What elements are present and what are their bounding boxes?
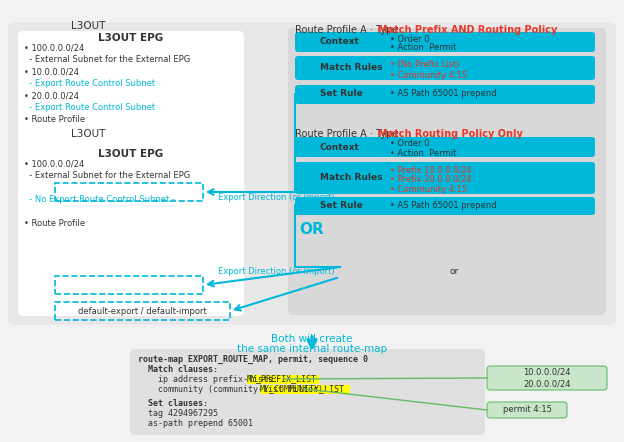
Text: • Prefix 20.0.0.0/24: • Prefix 20.0.0.0/24 xyxy=(390,175,472,183)
Text: permit 4:15: permit 4:15 xyxy=(502,405,552,415)
Text: • AS Path 65001 prepend: • AS Path 65001 prepend xyxy=(390,89,497,99)
Text: • Prefix 10.0.0.0/24: • Prefix 10.0.0.0/24 xyxy=(390,165,472,175)
Text: • Action  Permit: • Action Permit xyxy=(390,43,456,53)
Text: as-path prepend 65001: as-path prepend 65001 xyxy=(138,419,253,428)
FancyBboxPatch shape xyxy=(487,402,567,418)
Text: L3OUT: L3OUT xyxy=(71,21,105,31)
Text: Match Rules: Match Rules xyxy=(320,174,383,183)
Bar xyxy=(55,183,203,201)
Text: L3OUT: L3OUT xyxy=(71,129,105,139)
Text: ip address prefix-lists:: ip address prefix-lists: xyxy=(138,374,283,384)
Bar xyxy=(55,276,203,294)
Text: • 100.0.0.0/24: • 100.0.0.0/24 xyxy=(24,160,84,168)
Text: tag 4294967295: tag 4294967295 xyxy=(138,409,218,419)
Text: • Route Profile: • Route Profile xyxy=(24,220,85,229)
Text: - Export Route Control Subnet: - Export Route Control Subnet xyxy=(24,103,155,113)
Text: • Community 4:15: • Community 4:15 xyxy=(390,71,467,80)
Bar xyxy=(260,385,350,393)
Text: Both will create: Both will create xyxy=(271,334,353,344)
Text: community (community-list filter):: community (community-list filter): xyxy=(138,385,333,393)
Text: • Action  Permit: • Action Permit xyxy=(390,149,456,159)
FancyBboxPatch shape xyxy=(295,56,595,80)
Text: • (No Prefix List): • (No Prefix List) xyxy=(390,61,459,69)
Text: Route Profile A · Type: Route Profile A · Type xyxy=(295,25,401,35)
Text: L3OUT EPG: L3OUT EPG xyxy=(99,33,163,43)
Text: Export Direction (or Import): Export Direction (or Import) xyxy=(218,267,334,277)
Text: Context: Context xyxy=(320,38,360,46)
Text: • 10.0.0.0/24: • 10.0.0.0/24 xyxy=(24,68,79,76)
Text: • 20.0.0.0/24: • 20.0.0.0/24 xyxy=(24,91,79,100)
Text: Route Profile A · Type: Route Profile A · Type xyxy=(295,129,401,139)
FancyBboxPatch shape xyxy=(295,85,595,104)
FancyBboxPatch shape xyxy=(295,137,595,157)
FancyBboxPatch shape xyxy=(18,148,244,316)
Text: - External Subnet for the External EPG: - External Subnet for the External EPG xyxy=(24,56,190,65)
Text: • Order 0: • Order 0 xyxy=(390,34,429,43)
Text: route-map EXPORT_ROUTE_MAP, permit, sequence 0: route-map EXPORT_ROUTE_MAP, permit, sequ… xyxy=(138,354,368,364)
FancyBboxPatch shape xyxy=(288,28,606,200)
Text: - No Export Route Control Subnet -: - No Export Route Control Subnet - xyxy=(24,195,175,205)
FancyBboxPatch shape xyxy=(288,130,606,315)
FancyBboxPatch shape xyxy=(487,366,607,390)
Text: 10.0.0.0/24
20.0.0.0/24: 10.0.0.0/24 20.0.0.0/24 xyxy=(524,367,571,389)
Text: default-export / default-import: default-export / default-import xyxy=(77,306,207,316)
Text: Context: Context xyxy=(320,142,360,152)
FancyBboxPatch shape xyxy=(295,197,595,215)
Text: OR: OR xyxy=(300,221,324,236)
Text: Set clauses:: Set clauses: xyxy=(138,400,208,408)
FancyBboxPatch shape xyxy=(295,162,595,194)
FancyBboxPatch shape xyxy=(18,31,244,206)
Text: Match Prefix AND Routing Policy: Match Prefix AND Routing Policy xyxy=(378,25,557,35)
Text: the same internal route-map: the same internal route-map xyxy=(237,344,387,354)
Text: L3OUT EPG: L3OUT EPG xyxy=(99,149,163,159)
Text: • Order 0: • Order 0 xyxy=(390,140,429,149)
Bar xyxy=(247,374,319,384)
Text: MY_PREFIX_LIST: MY_PREFIX_LIST xyxy=(247,374,317,384)
FancyBboxPatch shape xyxy=(295,32,595,52)
Text: Export Direction (or Import): Export Direction (or Import) xyxy=(218,194,334,202)
Text: - Export Route Control Subnet: - Export Route Control Subnet xyxy=(24,80,155,88)
Bar xyxy=(55,302,230,320)
Text: Match clauses:: Match clauses: xyxy=(138,365,218,373)
FancyBboxPatch shape xyxy=(8,128,616,325)
Text: • Route Profile: • Route Profile xyxy=(24,115,85,125)
Text: Set Rule: Set Rule xyxy=(320,202,363,210)
Text: Set Rule: Set Rule xyxy=(320,89,363,99)
Text: or: or xyxy=(450,267,459,277)
Text: • Community 4:15: • Community 4:15 xyxy=(390,184,467,194)
FancyBboxPatch shape xyxy=(130,349,485,435)
Text: Match Rules: Match Rules xyxy=(320,64,383,72)
Text: Match Routing Policy Only: Match Routing Policy Only xyxy=(378,129,523,139)
Text: - External Subnet for the External EPG: - External Subnet for the External EPG xyxy=(24,171,190,180)
Text: MY_COMMUNITY_LIST: MY_COMMUNITY_LIST xyxy=(260,385,345,393)
Text: • AS Path 65001 prepend: • AS Path 65001 prepend xyxy=(390,202,497,210)
Text: • 100.0.0.0/24: • 100.0.0.0/24 xyxy=(24,43,84,53)
FancyBboxPatch shape xyxy=(8,22,616,214)
